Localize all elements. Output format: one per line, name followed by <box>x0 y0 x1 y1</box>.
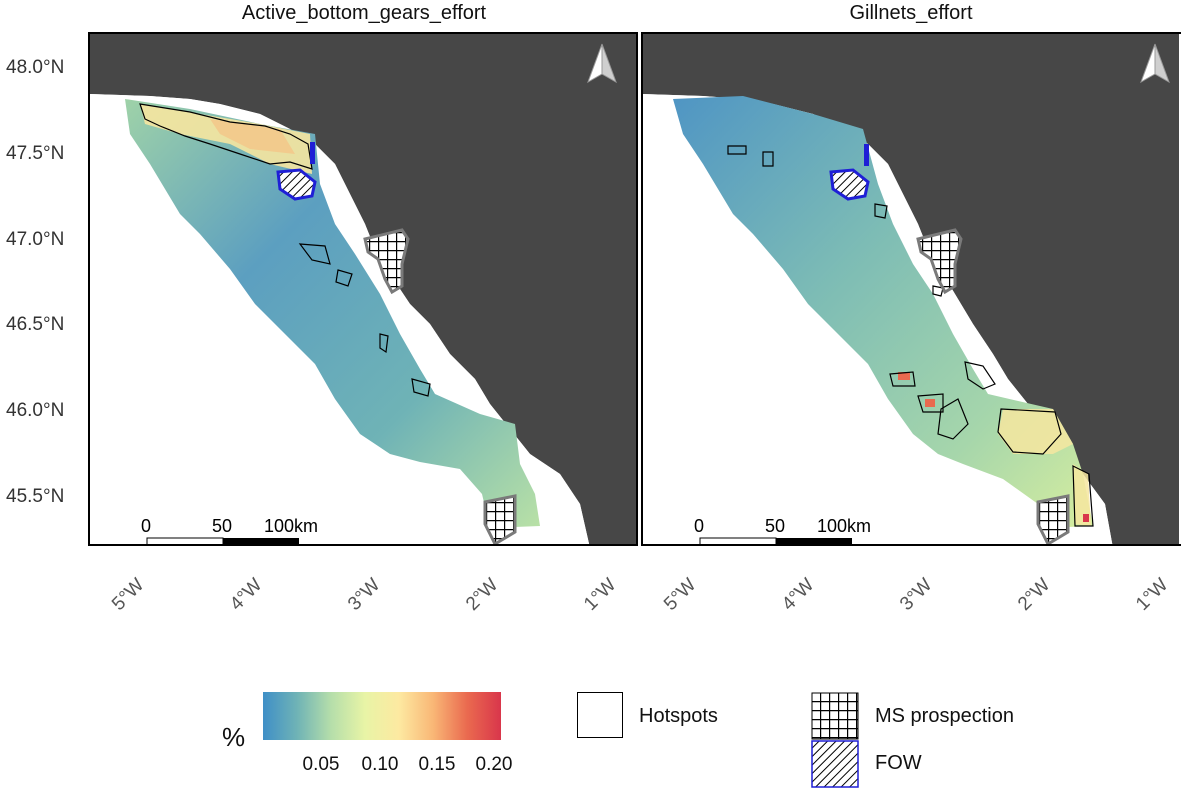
ms-legend-label: MS prospection <box>875 705 1014 727</box>
hotspot-outline <box>964 361 996 390</box>
legend-unit: % <box>222 722 246 752</box>
scale-bar-black <box>223 538 299 544</box>
north-arrow-icon <box>587 43 617 84</box>
ms-prospection <box>363 228 410 295</box>
hotspot-outline <box>298 243 331 265</box>
hotspot-outline <box>1072 465 1094 527</box>
scale-bar-white <box>699 537 777 544</box>
hotspot-outline <box>411 378 431 397</box>
scale-label: 50 <box>212 516 233 536</box>
hotspot-outline <box>917 393 944 413</box>
x-tick-label: 5°W <box>108 574 149 615</box>
scale-label: 100km <box>817 516 872 536</box>
x-tick-label: 1°W <box>1132 574 1173 615</box>
y-tick-label: 48.0°N <box>6 57 65 78</box>
scale-label: 0 <box>694 516 705 536</box>
legend-colorbar <box>263 692 501 740</box>
scale-label: 100km <box>264 516 319 536</box>
x-tick-label: 5°W <box>660 574 701 615</box>
legend-tick: 0.15 <box>418 754 456 775</box>
x-tick-label: 1°W <box>580 574 621 615</box>
north-arrow-icon <box>1140 43 1170 84</box>
hotspots-legend-swatch <box>577 692 623 738</box>
y-tick-label: 46.0°N <box>6 400 65 421</box>
legend-tick: 0.10 <box>361 754 399 775</box>
fow-zone <box>864 144 869 166</box>
diagonal-hatch-icon <box>811 740 859 788</box>
hotspot-outline <box>937 398 969 440</box>
scale-bar-black <box>776 538 852 544</box>
ms-prospection <box>483 494 517 544</box>
panel-title-active-bottom: Active_bottom_gears_effort <box>241 2 487 24</box>
fow-zone <box>829 168 870 201</box>
x-tick-label: 3°W <box>896 574 937 615</box>
y-tick-label: 46.5°N <box>6 314 65 335</box>
fow-zone <box>276 168 317 201</box>
hotspots-legend-label: Hotspots <box>639 705 718 727</box>
y-tick-label: 47.0°N <box>6 229 65 250</box>
scale-label: 0 <box>141 516 152 536</box>
effort-area <box>673 96 1093 528</box>
x-tick-label: 3°W <box>344 574 385 615</box>
y-tick-label: 47.5°N <box>6 143 65 164</box>
hotspot-outline <box>727 145 747 155</box>
panel-title-gillnets: Gillnets_effort <box>849 2 973 24</box>
hotspot-outline <box>889 371 916 387</box>
y-tick-label: 45.5°N <box>6 486 65 507</box>
hotspot-outline <box>932 285 944 297</box>
hotspot-outline <box>874 203 888 219</box>
effort-area <box>125 99 540 528</box>
grid-hatch-icon <box>811 692 859 740</box>
hotspot-outline <box>335 269 353 287</box>
ms-prospection <box>1036 494 1070 544</box>
x-tick-label: 4°W <box>778 574 819 615</box>
hotspot-outline <box>762 151 774 167</box>
scale-bar-white <box>146 537 224 544</box>
x-tick-label: 4°W <box>226 574 267 615</box>
map-panel-active-bottom: 0 50 100km <box>88 32 638 546</box>
fow-zone <box>310 142 315 164</box>
x-tick-label: 2°W <box>1014 574 1055 615</box>
x-tick-label: 2°W <box>462 574 503 615</box>
ms-prospection <box>916 228 963 295</box>
hotspot-outline <box>379 333 389 354</box>
map-panel-gillnets: 0 50 100km <box>641 32 1181 546</box>
hotspot-outline <box>997 408 1062 455</box>
land-mass <box>90 34 636 544</box>
legend-tick: 0.05 <box>302 754 340 775</box>
fow-legend-label: FOW <box>875 752 922 774</box>
hotspot-outline <box>139 103 313 170</box>
scale-label: 50 <box>765 516 786 536</box>
legend-tick: 0.20 <box>475 754 513 775</box>
